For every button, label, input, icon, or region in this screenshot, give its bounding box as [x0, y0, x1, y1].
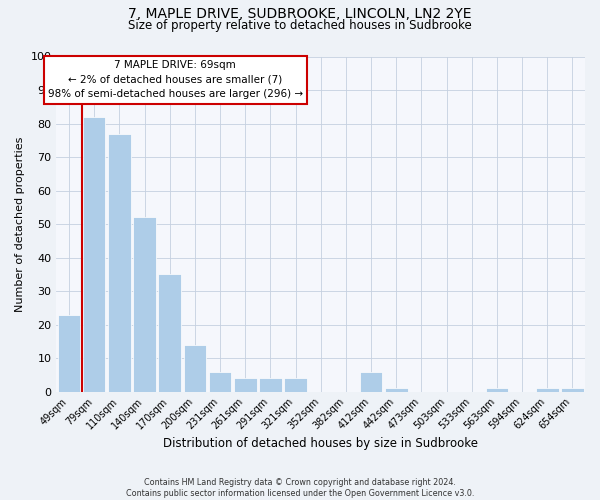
Text: 7 MAPLE DRIVE: 69sqm
← 2% of detached houses are smaller (7)
98% of semi-detache: 7 MAPLE DRIVE: 69sqm ← 2% of detached ho…: [48, 60, 303, 100]
Bar: [360, 372, 382, 392]
Text: Size of property relative to detached houses in Sudbrooke: Size of property relative to detached ho…: [128, 19, 472, 32]
Bar: [209, 372, 232, 392]
Bar: [485, 388, 508, 392]
Bar: [284, 378, 307, 392]
Bar: [184, 344, 206, 392]
X-axis label: Distribution of detached houses by size in Sudbrooke: Distribution of detached houses by size …: [163, 437, 478, 450]
Y-axis label: Number of detached properties: Number of detached properties: [15, 136, 25, 312]
Bar: [561, 388, 584, 392]
Bar: [234, 378, 257, 392]
Bar: [158, 274, 181, 392]
Bar: [259, 378, 281, 392]
Bar: [83, 117, 106, 392]
Text: Contains HM Land Registry data © Crown copyright and database right 2024.
Contai: Contains HM Land Registry data © Crown c…: [126, 478, 474, 498]
Bar: [108, 134, 131, 392]
Text: 7, MAPLE DRIVE, SUDBROOKE, LINCOLN, LN2 2YE: 7, MAPLE DRIVE, SUDBROOKE, LINCOLN, LN2 …: [128, 8, 472, 22]
Bar: [133, 218, 156, 392]
Bar: [385, 388, 407, 392]
Bar: [58, 314, 80, 392]
Bar: [536, 388, 559, 392]
